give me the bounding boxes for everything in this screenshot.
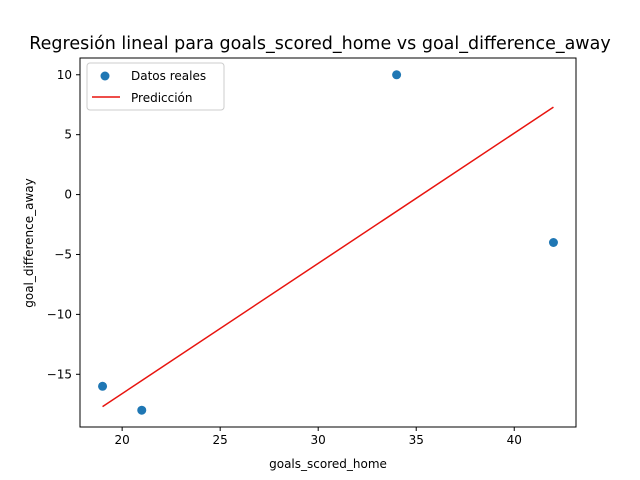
legend-label-prediccion: Predicción xyxy=(131,91,193,105)
x-tick-label: 40 xyxy=(507,433,522,447)
y-tick-label: 10 xyxy=(57,68,72,82)
y-tick-label: 5 xyxy=(64,128,72,142)
x-tick-label: 25 xyxy=(213,433,228,447)
x-tick-label: 30 xyxy=(311,433,326,447)
x-axis-label: goals_scored_home xyxy=(269,457,387,471)
y-tick-label: −10 xyxy=(47,307,72,321)
scatter-point-1 xyxy=(98,382,107,391)
x-tick-label: 20 xyxy=(115,433,130,447)
y-tick-label: 0 xyxy=(64,188,72,202)
y-tick-label: −15 xyxy=(47,367,72,381)
x-tick-label: 35 xyxy=(409,433,424,447)
y-tick-label: −5 xyxy=(54,247,72,261)
scatter-point-2 xyxy=(137,406,146,415)
y-axis-label: goal_difference_away xyxy=(22,178,36,308)
legend-marker-datos-reales xyxy=(101,72,110,81)
chart-title: Regresión lineal para goals_scored_home … xyxy=(29,34,610,54)
scatter-point-4 xyxy=(549,238,558,247)
scatter-point-3 xyxy=(392,70,401,79)
legend-label-datos-reales: Datos reales xyxy=(131,69,206,83)
legend: Datos reales Predicción xyxy=(87,63,224,110)
